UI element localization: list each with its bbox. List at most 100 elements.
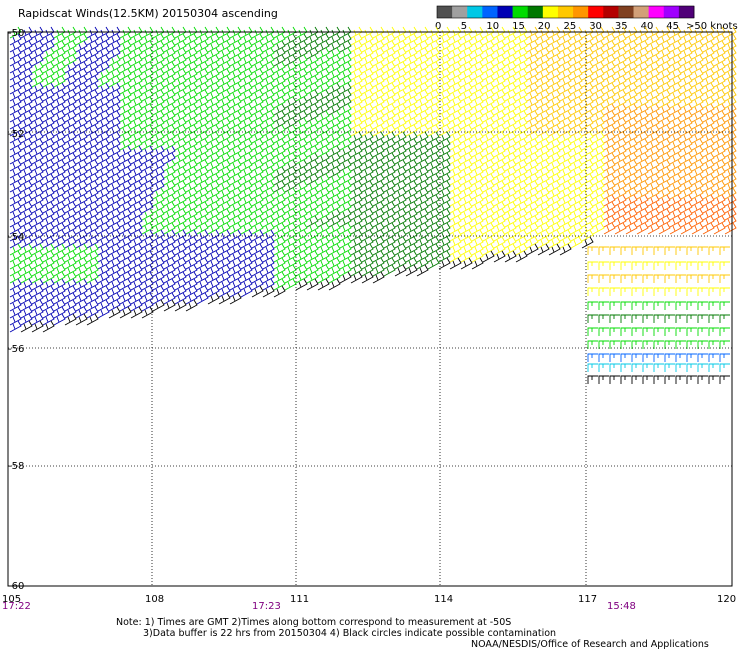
wind-barb bbox=[97, 152, 110, 165]
wind-barb bbox=[592, 96, 605, 109]
wind-barb bbox=[537, 166, 550, 179]
wind-barb bbox=[20, 229, 33, 242]
wind-barb bbox=[196, 250, 209, 263]
wind-barb bbox=[20, 299, 33, 312]
wind-barb bbox=[471, 215, 484, 228]
wind-barb bbox=[196, 131, 209, 144]
wind-barb bbox=[664, 327, 675, 336]
wind-barb bbox=[598, 287, 609, 296]
wind-barb bbox=[141, 68, 154, 81]
wind-barb bbox=[405, 33, 418, 46]
wind-barb bbox=[603, 96, 616, 109]
wind-barb bbox=[75, 75, 88, 88]
wind-barb bbox=[449, 201, 462, 214]
wind-barb bbox=[328, 201, 341, 214]
wind-barb bbox=[64, 54, 77, 67]
wind-barb bbox=[620, 353, 631, 362]
wind-barb bbox=[251, 173, 264, 186]
wind-barb bbox=[438, 145, 451, 158]
wind-barb bbox=[405, 131, 418, 144]
wind-barb bbox=[185, 187, 198, 200]
wind-barb bbox=[664, 287, 675, 296]
wind-barb bbox=[240, 110, 253, 123]
wind-barb bbox=[482, 103, 495, 116]
wind-barb bbox=[548, 236, 561, 249]
wind-barb bbox=[86, 201, 99, 214]
wind-barb bbox=[697, 287, 708, 296]
wind-barb bbox=[339, 250, 352, 263]
wind-barb bbox=[603, 201, 616, 214]
wind-barb bbox=[196, 215, 209, 228]
wind-barb bbox=[229, 54, 242, 67]
wind-barb bbox=[570, 47, 583, 60]
wind-barb bbox=[394, 257, 407, 270]
wind-barb bbox=[53, 187, 66, 200]
wind-barb bbox=[31, 131, 44, 144]
wind-barb bbox=[20, 40, 33, 53]
wind-barb bbox=[20, 250, 33, 263]
wind-barb bbox=[504, 131, 517, 144]
wind-barb bbox=[119, 271, 132, 284]
wind-barb bbox=[174, 278, 187, 291]
wind-barb bbox=[427, 117, 440, 130]
wind-barb bbox=[592, 215, 605, 228]
wind-barb bbox=[229, 96, 242, 109]
wind-barb bbox=[559, 215, 572, 228]
wind-barb bbox=[20, 292, 33, 305]
wind-barb bbox=[152, 138, 165, 151]
wind-barb bbox=[631, 261, 642, 270]
wind-barb bbox=[526, 124, 539, 137]
wind-barb bbox=[361, 33, 374, 46]
wind-barb bbox=[240, 96, 253, 109]
wind-barb bbox=[713, 173, 726, 186]
wind-barb bbox=[306, 278, 319, 291]
wind-barb bbox=[427, 159, 440, 172]
wind-barb bbox=[75, 299, 88, 312]
wind-barb bbox=[438, 103, 451, 116]
wind-barb bbox=[713, 201, 726, 214]
wind-barb bbox=[130, 208, 143, 221]
wind-barb bbox=[251, 201, 264, 214]
wind-barb bbox=[713, 82, 726, 95]
wind-barb bbox=[504, 75, 517, 88]
wind-barb bbox=[526, 236, 539, 249]
wind-barb bbox=[460, 61, 473, 74]
note-line: Note: 1) Times are GMT 2)Times along bot… bbox=[116, 617, 511, 628]
wind-barb bbox=[713, 124, 726, 137]
wind-barb bbox=[262, 166, 275, 179]
wind-barb bbox=[653, 363, 664, 372]
wind-barb bbox=[658, 103, 671, 116]
wind-barb bbox=[350, 180, 363, 193]
wind-barb bbox=[97, 89, 110, 102]
wind-barb bbox=[493, 250, 506, 263]
wind-barb bbox=[9, 145, 22, 158]
wind-barb bbox=[295, 68, 308, 81]
wind-barb bbox=[570, 54, 583, 67]
wind-barb bbox=[174, 61, 187, 74]
wind-barb bbox=[680, 194, 693, 207]
wind-barb bbox=[614, 75, 627, 88]
wind-barb bbox=[240, 159, 253, 172]
wind-barb bbox=[262, 145, 275, 158]
wind-barb bbox=[664, 301, 675, 310]
wind-barb bbox=[130, 285, 143, 298]
wind-barb bbox=[427, 96, 440, 109]
wind-barb bbox=[273, 138, 286, 151]
wind-barb bbox=[724, 40, 737, 53]
wind-barb bbox=[548, 40, 561, 53]
wind-barb bbox=[229, 61, 242, 74]
wind-barb bbox=[229, 117, 242, 130]
wind-barb bbox=[427, 229, 440, 242]
wind-barb bbox=[251, 138, 264, 151]
wind-barb bbox=[240, 173, 253, 186]
wind-barb bbox=[207, 159, 220, 172]
wind-barb bbox=[493, 222, 506, 235]
wind-barb bbox=[20, 61, 33, 74]
wind-barb bbox=[570, 103, 583, 116]
wind-barb bbox=[394, 47, 407, 60]
wind-barb bbox=[75, 257, 88, 270]
wind-barb bbox=[394, 82, 407, 95]
wind-barb bbox=[620, 287, 631, 296]
wind-barb bbox=[53, 292, 66, 305]
wind-barb bbox=[669, 75, 682, 88]
